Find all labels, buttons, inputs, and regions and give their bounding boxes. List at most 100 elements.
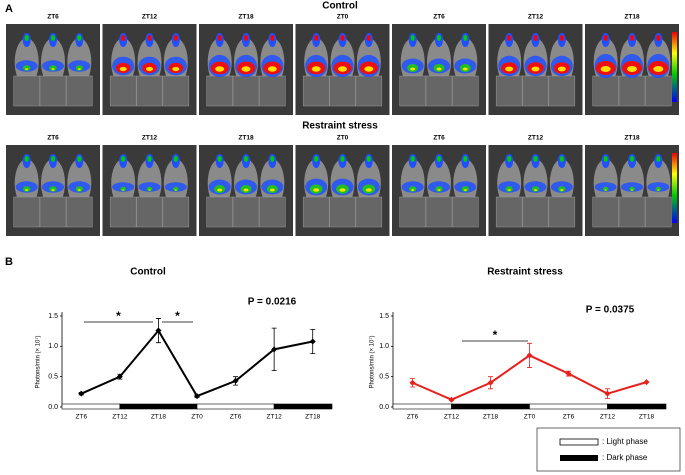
signal (77, 156, 82, 162)
paper (302, 75, 330, 107)
paper (13, 196, 40, 228)
signal (410, 35, 415, 41)
image-label: ZT0 (337, 135, 349, 142)
signal (147, 35, 152, 41)
signal (600, 66, 611, 72)
point (78, 390, 85, 397)
paper (39, 196, 67, 228)
signal (24, 35, 29, 41)
x-tick-label: ZT12 (267, 414, 283, 421)
signal (269, 188, 275, 192)
paper (136, 75, 163, 107)
x-tick-label: ZT12 (112, 414, 128, 421)
signal (559, 156, 564, 162)
signal (437, 35, 441, 41)
signal (146, 186, 153, 192)
paper (548, 75, 576, 107)
signal (410, 156, 415, 162)
signal (75, 186, 84, 192)
x-tick-label: ZT6 (230, 414, 242, 421)
signal (531, 186, 540, 192)
signal (314, 156, 319, 162)
point (409, 379, 416, 386)
signal (121, 156, 126, 162)
signal (270, 35, 275, 41)
phase-legend-box (536, 427, 681, 472)
point (116, 373, 123, 380)
point (643, 379, 650, 386)
y-tick-label: 1.0 (379, 343, 389, 350)
image-label: ZT18 (624, 14, 640, 21)
paper (109, 75, 137, 107)
paper (329, 75, 356, 107)
signal (507, 35, 512, 41)
paper (522, 196, 549, 228)
signal (435, 186, 443, 192)
y-tick-label: 1.0 (48, 343, 58, 350)
paper (592, 196, 619, 228)
y-axis-label: Photons/min (× 10⁷) (369, 335, 376, 388)
phase-bar (119, 403, 198, 410)
signal (463, 35, 468, 41)
paper (618, 196, 646, 228)
signal (146, 66, 153, 72)
signal (340, 156, 345, 162)
signal (656, 35, 661, 41)
color-scale (672, 153, 677, 223)
signal (77, 68, 81, 70)
x-tick-label: ZT6 (407, 414, 419, 421)
signal (437, 156, 441, 162)
paper (232, 196, 260, 228)
phase-bar (61, 403, 121, 410)
signal (244, 35, 248, 41)
paper (645, 196, 672, 228)
signal (408, 186, 417, 192)
signal (339, 188, 346, 192)
signal (51, 156, 55, 162)
phase-bar (392, 403, 452, 410)
image-label: ZT18 (238, 135, 254, 142)
signal (410, 67, 416, 71)
image-label: ZT6 (433, 14, 445, 21)
point (309, 338, 316, 345)
paper (66, 75, 93, 107)
row-title: Control (322, 1, 358, 12)
paper (259, 196, 286, 228)
paper (206, 196, 233, 228)
signal (507, 189, 511, 191)
signal (437, 189, 441, 191)
light-phase-swatch (559, 438, 599, 446)
phase-bar (273, 403, 333, 410)
signal (533, 156, 538, 162)
paper (39, 75, 67, 107)
signal (631, 189, 633, 191)
signal (147, 156, 152, 162)
paper (522, 75, 549, 107)
y-tick-label: 0.0 (48, 404, 58, 411)
signal (629, 186, 635, 192)
signal (121, 35, 126, 41)
paper (618, 75, 646, 107)
signal (338, 66, 347, 72)
phase-bar (196, 403, 275, 410)
signal (173, 156, 178, 162)
signal (655, 186, 662, 192)
image-label: ZT12 (142, 135, 158, 142)
signal (630, 35, 634, 41)
signal (77, 189, 81, 191)
signal (122, 189, 125, 191)
paper (302, 196, 330, 228)
x-tick-label: ZT18 (483, 414, 499, 421)
x-tick-label: ZT12 (444, 414, 460, 421)
signal (436, 67, 442, 71)
signal (314, 35, 319, 41)
image-label: ZT6 (47, 135, 59, 142)
signal (51, 68, 55, 70)
point (565, 370, 572, 377)
paper (259, 75, 286, 107)
dark-phase-swatch (560, 455, 598, 461)
point (526, 352, 533, 359)
y-tick-label: 1.5 (379, 313, 389, 320)
signal (603, 35, 608, 41)
